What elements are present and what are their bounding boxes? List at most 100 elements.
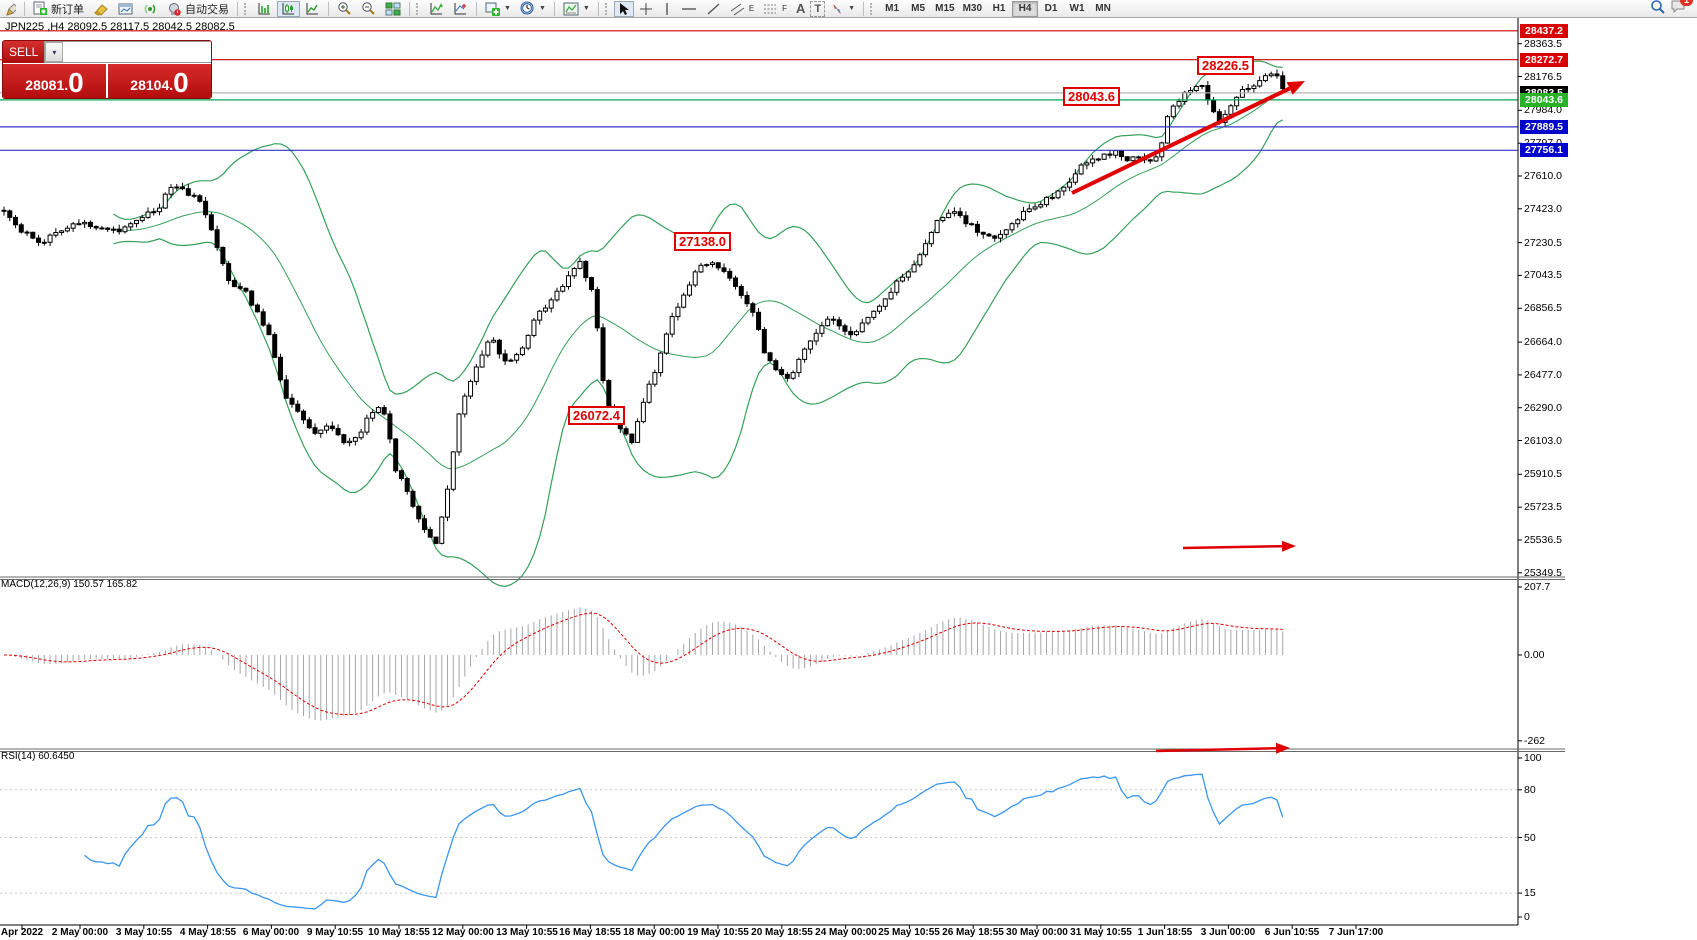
text-label-button[interactable]: T <box>810 0 826 17</box>
macd-axis-tick[interactable]: 0.00 <box>1524 649 1545 661</box>
price-axis-tick[interactable]: 27423.0 <box>1524 203 1562 215</box>
sell-button[interactable]: SELL <box>3 41 45 63</box>
time-axis-label[interactable]: 19 May 10:55 <box>687 927 749 938</box>
price-axis-tick[interactable]: 25723.5 <box>1524 501 1562 513</box>
caret-down-icon: ▼ <box>848 5 856 12</box>
indicators-button[interactable] <box>425 1 448 17</box>
time-axis-label[interactable]: 6 May 00:00 <box>242 927 300 938</box>
one-click-trading-panel: SELL ▾ ▴ BUY 28081.0 28104.0 <box>2 40 212 99</box>
autotrade-button[interactable]: 自动交易 <box>163 1 233 17</box>
new-order-label: 新订单 <box>51 3 84 16</box>
timeframe-M30[interactable]: M30 <box>959 1 986 17</box>
equidistant-channel-button[interactable]: E <box>726 1 758 17</box>
timeframe-W1[interactable]: W1 <box>1064 1 1090 17</box>
price-axis-tick[interactable]: 25536.5 <box>1524 534 1562 546</box>
time-axis-label[interactable]: 26 May 18:55 <box>942 927 1004 938</box>
profiles-button[interactable] <box>89 1 113 17</box>
cursor-button[interactable] <box>613 0 634 17</box>
notifications-button[interactable]: 1 <box>1671 0 1693 18</box>
price-axis-tick[interactable]: 27610.0 <box>1524 170 1562 182</box>
price-axis-tick[interactable]: 25349.5 <box>1524 567 1562 579</box>
time-axis-label[interactable]: 10 May 18:55 <box>368 927 430 938</box>
macd-axis-tick[interactable]: 207.7 <box>1524 581 1551 593</box>
price-axis-tick[interactable]: 28363.5 <box>1524 38 1562 50</box>
vertical-line-button[interactable] <box>658 1 676 17</box>
time-axis-label[interactable]: 13 May 10:55 <box>496 927 558 938</box>
zoom-in-button[interactable] <box>333 1 356 17</box>
text-button[interactable]: A <box>792 1 809 17</box>
bar-chart-button[interactable] <box>253 1 276 17</box>
rsi-axis-tick[interactable]: 0 <box>1524 911 1530 923</box>
buy-price[interactable]: 28104. 0 <box>108 64 211 98</box>
time-axis-label[interactable]: 18 May 00:00 <box>623 927 685 938</box>
timeframe-H1[interactable]: H1 <box>986 1 1012 17</box>
line-chart-button[interactable] <box>301 1 324 17</box>
price-axis-tick[interactable]: 26103.0 <box>1524 435 1562 447</box>
time-axis-label[interactable]: 6 Jun 10:55 <box>1264 927 1320 938</box>
price-axis-tick[interactable]: 26477.0 <box>1524 369 1562 381</box>
price-level-badge: 27756.1 <box>1520 143 1568 157</box>
sell-price[interactable]: 28081. 0 <box>3 64 106 98</box>
time-axis-label[interactable]: 31 May 10:55 <box>1070 927 1132 938</box>
periods-button[interactable]: ▼ <box>516 1 550 17</box>
arrows-button[interactable]: ▼ <box>826 1 859 17</box>
zoom-out-button[interactable] <box>357 1 380 17</box>
price-axis-tick[interactable]: 27984.0 <box>1524 104 1562 116</box>
time-axis-label[interactable]: 24 May 00:00 <box>815 927 877 938</box>
candlestick-button[interactable] <box>277 0 300 17</box>
charts-button[interactable] <box>114 1 138 17</box>
timeframe-MN[interactable]: MN <box>1090 1 1116 17</box>
price-axis-tick[interactable]: 26664.0 <box>1524 336 1562 348</box>
time-axis-label[interactable]: 3 Jun 00:00 <box>1200 927 1256 938</box>
price-axis-tick[interactable]: 27230.5 <box>1524 237 1562 249</box>
timeframe-M1[interactable]: M1 <box>879 1 905 17</box>
rsi-axis-tick[interactable]: 50 <box>1524 832 1536 844</box>
templates-button[interactable]: ▼ <box>559 1 594 17</box>
tile-windows-button[interactable] <box>381 1 405 17</box>
time-axis-label[interactable]: 9 May 10:55 <box>306 927 364 938</box>
price-axis-tick[interactable]: 28176.5 <box>1524 71 1562 83</box>
add-object-button[interactable]: ▼ <box>481 1 515 17</box>
timeframe-D1[interactable]: D1 <box>1038 1 1064 17</box>
macd-axis-tick[interactable]: -262 <box>1524 735 1546 747</box>
volume-decrease-button[interactable]: ▾ <box>45 42 64 62</box>
signals-button[interactable] <box>139 1 162 17</box>
time-axis-label[interactable]: 30 May 00:00 <box>1006 927 1068 938</box>
new-order-button[interactable]: 新订单 <box>29 1 88 17</box>
timeframe-M5[interactable]: M5 <box>905 1 931 17</box>
time-axis-label[interactable]: 12 May 00:00 <box>432 927 494 938</box>
price-axis-tick[interactable]: 27043.5 <box>1524 269 1562 281</box>
price-axis-tick[interactable]: 26856.5 <box>1524 302 1562 314</box>
channel-glyph: E <box>748 4 755 13</box>
fibonacci-button[interactable]: F <box>759 1 791 17</box>
timeframe-M15[interactable]: M15 <box>931 1 958 17</box>
rsi-axis-tick[interactable]: 80 <box>1524 784 1536 796</box>
time-axis-label[interactable]: 25 May 10:55 <box>878 927 940 938</box>
timeframe-H4[interactable]: H4 <box>1012 0 1039 17</box>
pencil-icon[interactable] <box>2 0 20 18</box>
rsi-axis-tick[interactable]: 15 <box>1524 887 1536 899</box>
price-annotation-label: 28043.6 <box>1063 87 1120 106</box>
crosshair-button[interactable] <box>635 1 657 17</box>
price-axis-tick[interactable]: 25910.5 <box>1524 468 1562 480</box>
volume-input[interactable] <box>63 42 211 62</box>
time-axis-label[interactable]: 2 May 00:00 <box>51 927 109 938</box>
time-axis-label[interactable]: Apr 2022 <box>0 927 44 938</box>
time-axis-label[interactable]: 4 May 18:55 <box>179 927 237 938</box>
price-annotation-label: 27138.0 <box>674 232 731 251</box>
indicators-list-button[interactable] <box>449 1 472 17</box>
time-axis-label[interactable]: 7 Jun 17:00 <box>1328 927 1384 938</box>
horizontal-line-button[interactable] <box>677 1 701 17</box>
search-icon[interactable] <box>1650 0 1665 19</box>
time-axis-label[interactable]: 16 May 18:55 <box>559 927 621 938</box>
rsi-axis-tick[interactable]: 100 <box>1524 752 1542 764</box>
time-axis-label[interactable]: 3 May 10:55 <box>115 927 173 938</box>
notification-badge: 1 <box>1679 0 1693 6</box>
time-axis-label[interactable]: 20 May 18:55 <box>751 927 813 938</box>
trendline-button[interactable] <box>702 1 725 17</box>
fibo-glyph: F <box>782 4 788 13</box>
time-axis-label[interactable]: 1 Jun 18:55 <box>1137 927 1193 938</box>
price-axis-tick[interactable]: 26290.0 <box>1524 402 1562 414</box>
